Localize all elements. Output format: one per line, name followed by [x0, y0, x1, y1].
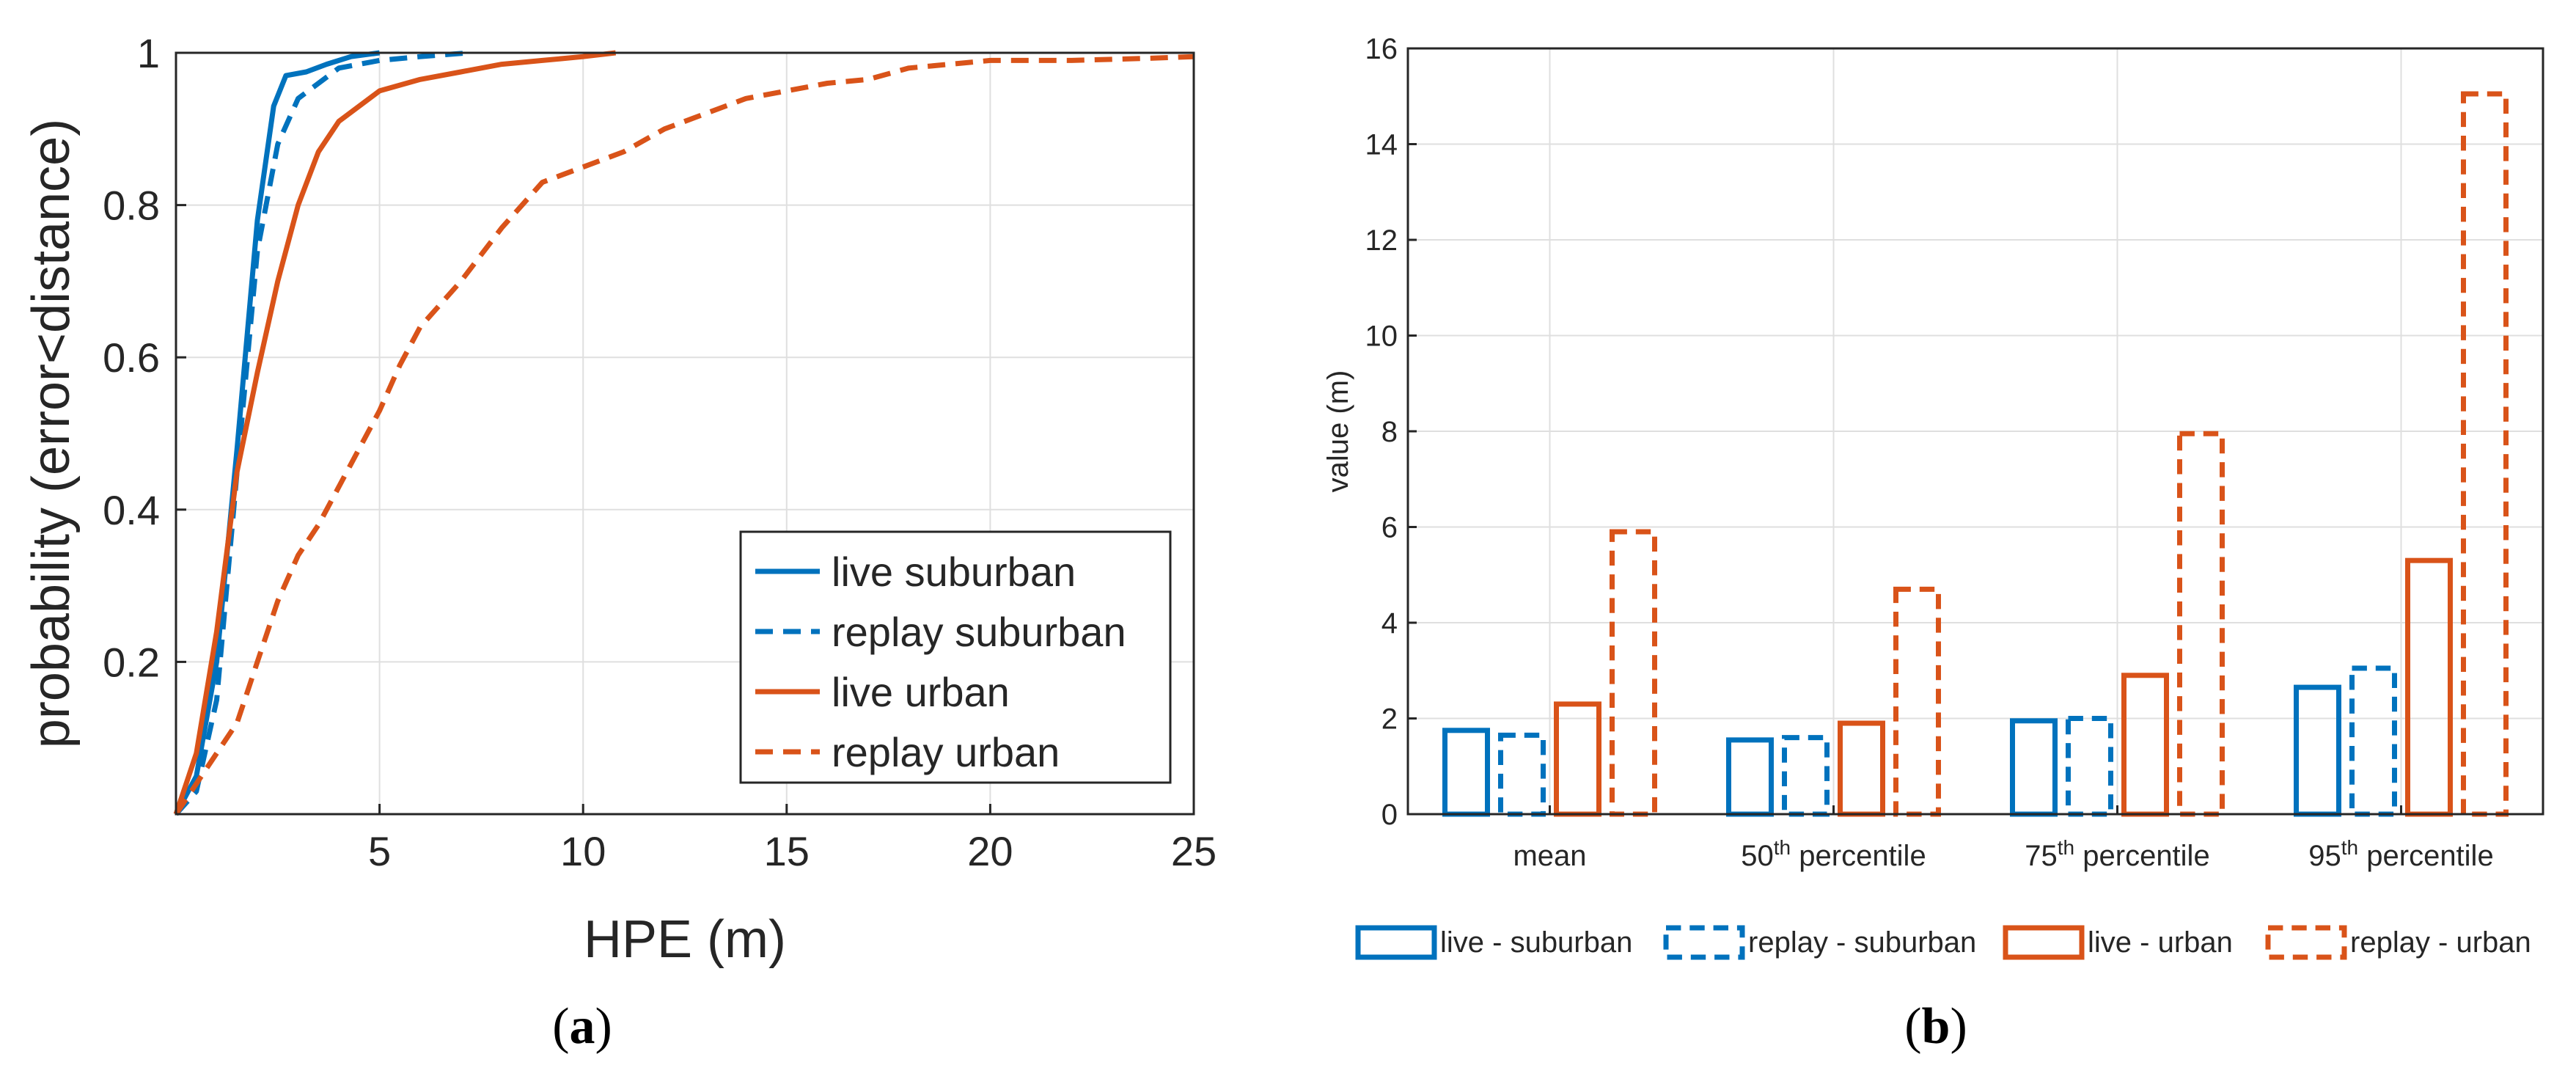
bar-legend-swatch	[1663, 925, 1745, 960]
cdf-x-tick-label: 25	[1171, 828, 1217, 874]
bar-legend-swatch	[2003, 925, 2085, 960]
cdf-legend: live suburban replay suburban live urban re…	[739, 530, 1172, 784]
cdf-legend-label: replay urban	[832, 729, 1060, 775]
bar-legend: live - suburban replay - suburban live - u…	[1355, 925, 2531, 960]
cdf-x-axis-label: HPE (m)	[584, 910, 786, 969]
caption-b-close-paren: )	[1950, 998, 1967, 1055]
bar-x-tick-sup: th	[1774, 836, 1791, 859]
cdf-legend-label: replay suburban	[832, 609, 1126, 655]
cdf-series-lines	[173, 50, 1195, 816]
bar-legend-label: replay - suburban	[1748, 926, 1976, 959]
caption-b: (b)	[1904, 998, 1967, 1055]
caption-a-close-paren: )	[595, 998, 612, 1055]
caption-a-letter: a	[570, 998, 595, 1055]
bar-y-tick-label: 14	[1365, 129, 1398, 161]
bar-y-tick-label: 6	[1381, 512, 1398, 544]
cdf-line-replay-suburban	[174, 50, 469, 816]
bar-replay-suburban	[1782, 735, 1830, 817]
cdf-x-tick-label: 10	[560, 828, 606, 874]
bar-x-tick-label: 95th percentile	[2308, 836, 2493, 873]
caption-a-open-paren: (	[552, 998, 569, 1055]
bar-legend-swatch	[2265, 925, 2347, 960]
bar-x-tick-label: mean	[1513, 840, 1586, 872]
bar-legend-label: replay - urban	[2350, 926, 2531, 959]
cdf-axes-box	[175, 51, 1195, 816]
caption-a: (a)	[552, 998, 612, 1055]
cdf-ticks: 5 10 15 20 25 0.2 0.4 0.6 0.8 1	[103, 30, 1217, 874]
cdf-x-tick-label: 15	[764, 828, 810, 874]
cdf-legend-label: live suburban	[832, 549, 1076, 595]
bar-y-axis-label: value (m)	[1322, 370, 1354, 493]
bar-x-tick-rest: percentile	[1791, 840, 1926, 872]
bar-y-tick-label: 16	[1365, 33, 1398, 65]
cdf-line-live-urban	[173, 50, 617, 816]
cdf-y-tick-label: 0.8	[103, 183, 160, 229]
cdf-y-tick-label: 0.2	[103, 639, 160, 685]
cdf-line-replay-urban	[174, 54, 1195, 816]
bar-y-tick-label: 10	[1365, 321, 1398, 353]
bar-x-tick-main: 50	[1741, 840, 1774, 872]
bar-y-tick-label: 8	[1381, 416, 1398, 448]
cdf-x-tick-label: 20	[967, 828, 1013, 874]
cdf-panel: 5 10 15 20 25 0.2 0.4 0.6 0.8 1 HPE (m) probabili…	[22, 30, 1217, 1055]
cdf-y-tick-label: 0.4	[103, 487, 160, 533]
cdf-y-tick-label: 1	[137, 30, 160, 76]
caption-b-open-paren: (	[1904, 998, 1921, 1055]
bar-x-tick-sup: th	[2058, 836, 2074, 859]
bar-x-tick-sup: th	[2341, 836, 2358, 859]
bar-x-tick-main: 75	[2025, 840, 2058, 872]
cdf-y-tick-label: 0.6	[103, 334, 160, 381]
bar-y-tick-label: 12	[1365, 224, 1398, 257]
bar-x-tick-main: mean	[1513, 840, 1586, 872]
cdf-y-axis-label: probability (error<distance)	[22, 119, 81, 748]
cdf-line-live-suburban	[173, 50, 381, 816]
bar-legend-label: live - urban	[2088, 926, 2233, 959]
bar-x-tick-label: 50th percentile	[1741, 836, 1926, 873]
bar-x-tick-rest: percentile	[2358, 840, 2494, 872]
caption-b-letter: b	[1922, 998, 1951, 1055]
bar-y-tick-label: 0	[1381, 799, 1398, 831]
cdf-legend-label: live urban	[832, 669, 1010, 715]
bar-x-tick-label: 75th percentile	[2025, 836, 2209, 873]
bar-legend-label: live - suburban	[1440, 926, 1632, 959]
bar-legend-swatch	[1355, 925, 1437, 960]
bar-x-tick-rest: percentile	[2074, 840, 2210, 872]
bar-y-tick-label: 4	[1381, 607, 1398, 640]
bar-y-tick-label: 2	[1381, 703, 1398, 736]
bar-x-tick-main: 95	[2308, 840, 2341, 872]
cdf-x-tick-label: 5	[368, 828, 391, 874]
